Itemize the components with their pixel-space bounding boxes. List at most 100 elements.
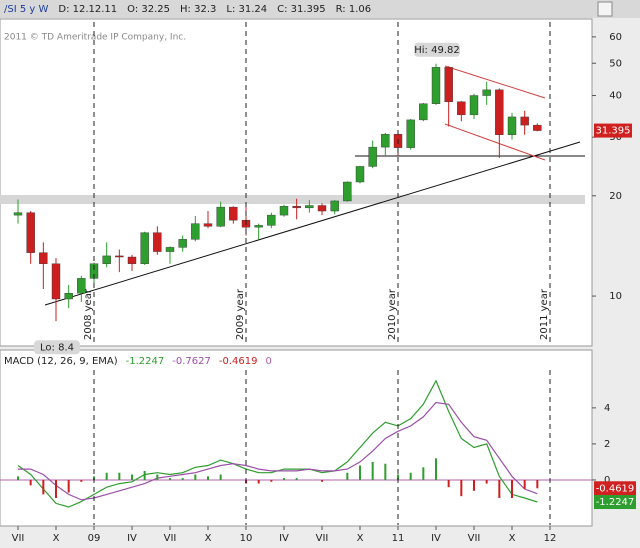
x-tick-label: IV — [127, 533, 137, 544]
macd-panel — [0, 349, 593, 527]
value-tag — [594, 495, 636, 510]
candle-body — [444, 67, 453, 103]
value-tag-label: -0.4619 — [596, 483, 635, 494]
candle-body — [533, 124, 542, 131]
histogram-bar — [207, 476, 209, 480]
histogram-bar — [346, 472, 349, 480]
histogram-bar — [295, 478, 298, 480]
header-field: L: 31.24 — [226, 4, 267, 15]
histogram-bar — [409, 472, 412, 480]
value-tag-label: -1.2247 — [596, 497, 635, 508]
candle-body — [178, 239, 187, 248]
histogram-bar — [422, 467, 425, 480]
trend-line — [44, 141, 581, 306]
value-tag — [594, 481, 636, 496]
period-label: 2008 year — [83, 288, 94, 340]
candle-body — [64, 293, 73, 300]
candle-body — [102, 255, 111, 264]
histogram-bar — [473, 479, 475, 491]
annotation: Hi: 49.82 — [414, 45, 459, 56]
period-label: 2010 year — [387, 288, 398, 340]
histogram-bar — [169, 478, 171, 480]
x-tick-label: X — [53, 533, 60, 544]
x-tick-label: VII — [164, 533, 177, 544]
candle-body — [469, 95, 479, 116]
y-tick-label: 60 — [609, 32, 622, 43]
price-tag-label: 31.395 — [596, 126, 631, 137]
x-tick-label: X — [357, 533, 364, 544]
candle-body — [279, 206, 289, 216]
header-field: C: 31.395 — [277, 4, 326, 15]
legend-value: -0.4619 — [219, 356, 258, 367]
candle-body — [431, 67, 441, 104]
y-tick-label: 50 — [609, 58, 622, 69]
header-field: D: 12.12.11 — [58, 4, 117, 15]
x-tick-label: VII — [468, 533, 481, 544]
histogram-bar — [498, 479, 501, 498]
candle-body — [216, 206, 225, 227]
header-field: R: 1.06 — [336, 4, 371, 15]
symbol: /SI 5 y W — [4, 4, 48, 15]
period-label: 2009 year — [235, 288, 246, 340]
histogram-bar — [359, 465, 361, 480]
annotation: Lo: 8.4 — [40, 342, 74, 353]
candle-body — [305, 205, 314, 209]
histogram-bar — [105, 472, 108, 480]
histogram-bar — [67, 479, 70, 493]
histogram-bar — [42, 479, 45, 495]
histogram-bar — [55, 479, 57, 498]
candle-body — [343, 181, 352, 202]
watermark: 2011 © TD Ameritrade IP Company, Inc. — [4, 33, 186, 43]
histogram-bar — [257, 479, 260, 484]
period-label: 2011 year — [539, 288, 550, 340]
annotation-box — [34, 340, 80, 355]
histogram-bar — [511, 479, 513, 498]
x-tick-label: 11 — [392, 533, 405, 544]
y-tick-label: 10 — [609, 291, 622, 302]
candle-body — [115, 255, 124, 258]
histogram-bar — [118, 472, 121, 480]
candle-body — [381, 134, 390, 148]
y-tick-label: 40 — [609, 91, 622, 102]
legend-value: -0.7627 — [172, 356, 211, 367]
histogram-bar — [371, 461, 374, 480]
x-tick-label: X — [509, 533, 516, 544]
candle-body — [140, 232, 149, 264]
histogram-bar — [397, 474, 399, 480]
x-tick-label: IV — [431, 533, 441, 544]
histogram-bar — [17, 476, 19, 480]
macd-title: MACD (12, 26, 9, EMA) — [4, 356, 118, 367]
legend-value: -1.2247 — [126, 356, 165, 367]
channel-upper — [444, 65, 546, 99]
price-panel — [0, 18, 593, 347]
y-tick-label: 20 — [609, 191, 622, 202]
candle-body — [317, 205, 327, 212]
legend-extra: 0 — [265, 356, 271, 367]
y-tick-label: 2 — [604, 439, 610, 450]
candle-body — [26, 212, 35, 253]
candle-body — [39, 252, 48, 264]
x-tick-label: 10 — [240, 533, 253, 544]
panel-button[interactable] — [597, 1, 613, 17]
annotation-box — [414, 42, 460, 57]
candle-body — [457, 101, 466, 116]
histogram-bar — [435, 458, 437, 480]
candle-body — [51, 263, 61, 300]
histogram-bar — [29, 479, 32, 486]
candle-body — [330, 200, 339, 212]
histogram-bar — [194, 474, 197, 480]
histogram-bar — [536, 479, 539, 489]
histogram-bar — [485, 479, 488, 484]
candle-body — [292, 206, 301, 209]
candle-body — [419, 103, 428, 121]
header-field: H: 32.3 — [180, 4, 216, 15]
histogram-bar — [219, 474, 222, 480]
candle-body — [203, 223, 213, 227]
candle-body — [482, 89, 491, 96]
histogram-bar — [80, 479, 83, 482]
header-field: O: 32.25 — [127, 4, 170, 15]
price-tag — [594, 123, 632, 138]
candle-body — [191, 223, 200, 240]
histogram-bar — [523, 479, 526, 489]
histogram-bar — [321, 479, 323, 482]
